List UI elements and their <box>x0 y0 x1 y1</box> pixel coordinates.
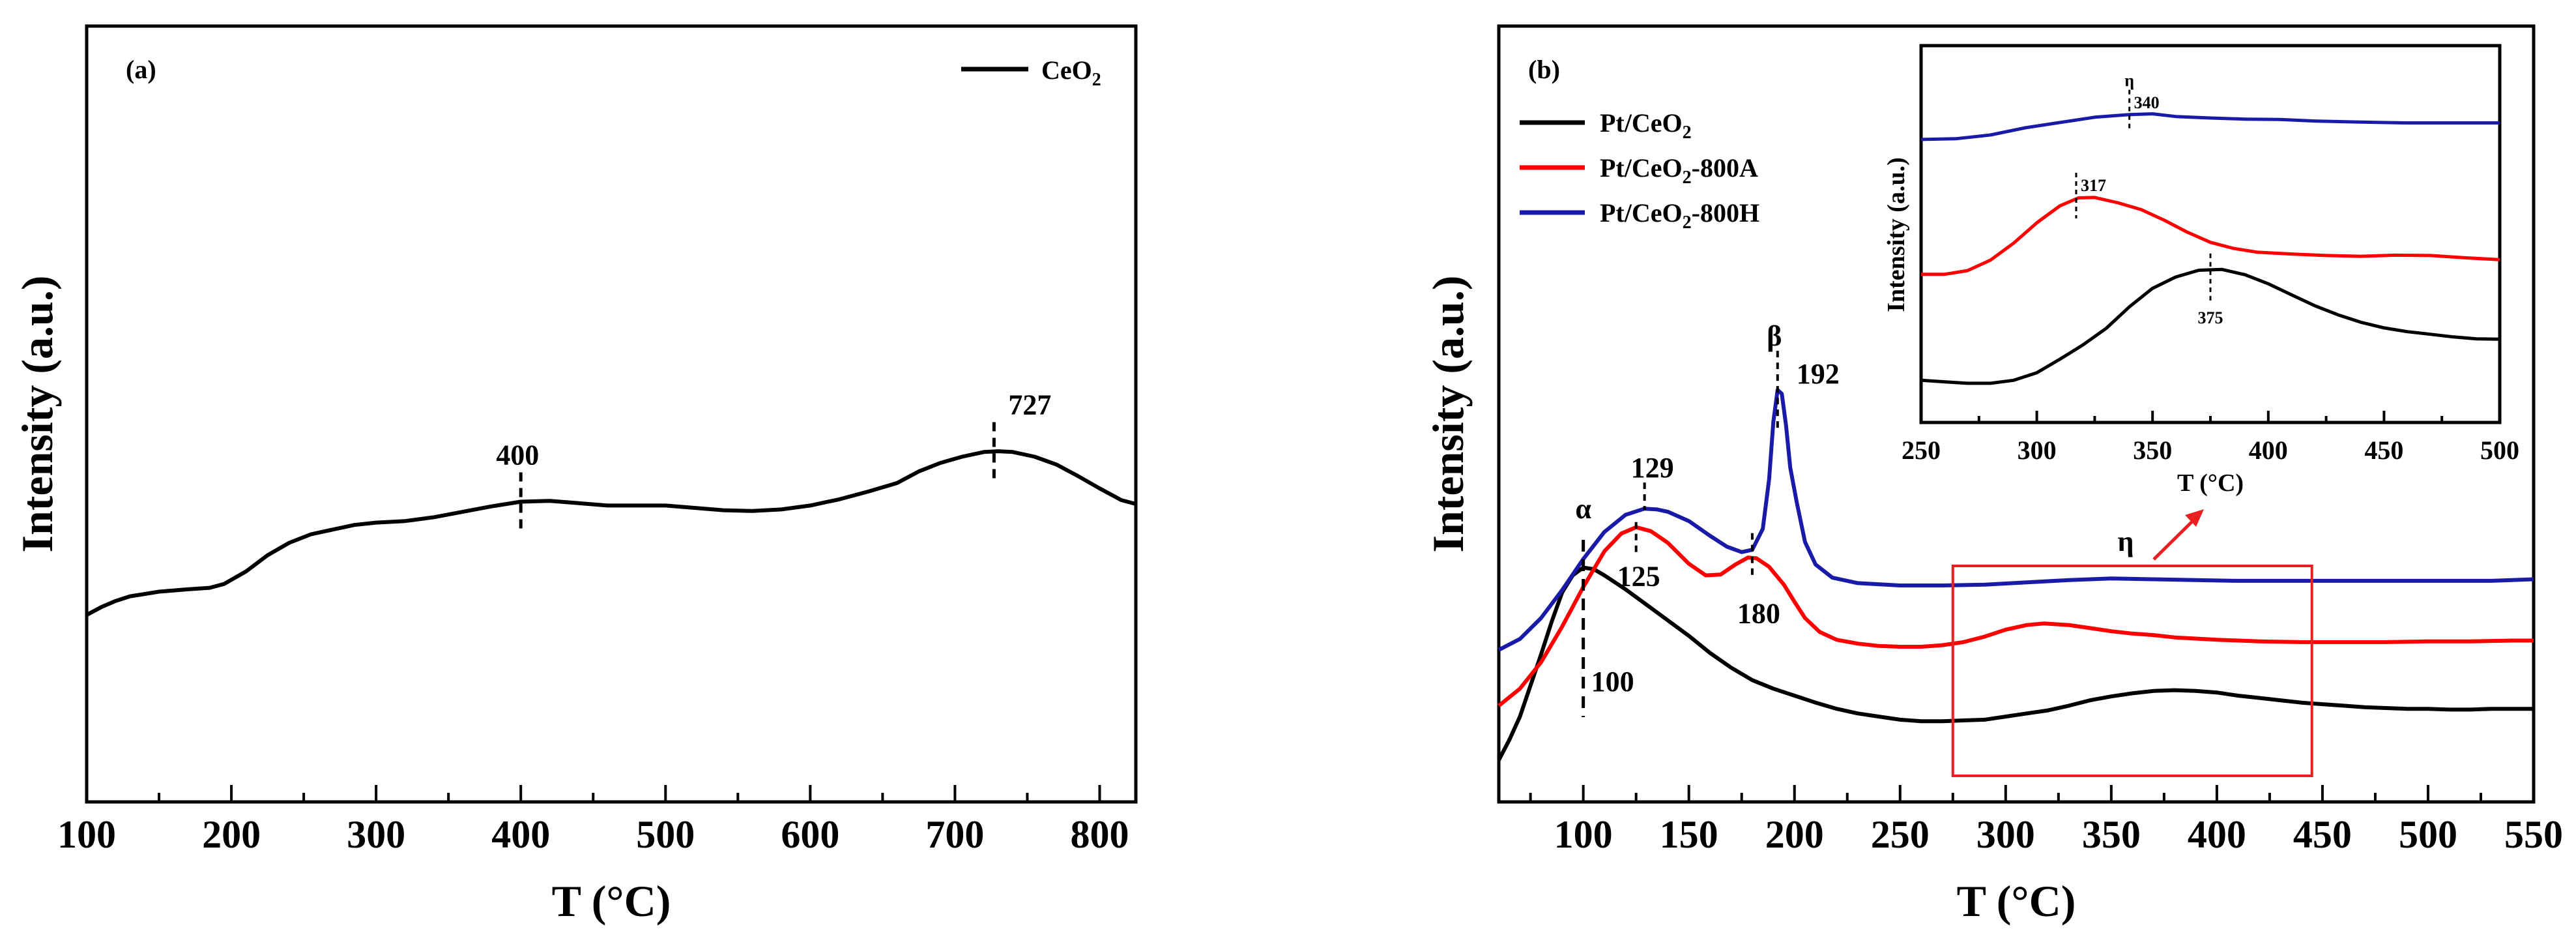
eta-arrow-head <box>2185 509 2204 527</box>
x-tick-label-500: 500 <box>2480 436 2519 465</box>
inset-peak-label-375: 375 <box>2198 308 2223 327</box>
series-line-ceo2 <box>85 449 1136 617</box>
x-tick-label-300: 300 <box>1976 813 2035 856</box>
x-tick-label-250: 250 <box>1902 436 1941 465</box>
panel-b-x-ticks: 100 150 200 250 300 350 400 450 500 550 <box>1529 785 2563 856</box>
inset-x-ticks: 250 300 350 400 450 500 <box>1902 411 2519 465</box>
inset-peak-label-340: 340 <box>2134 93 2160 112</box>
inset-peak-greek-eta: η <box>2124 71 2134 90</box>
series-line-pt-ceo2-800a <box>1498 525 2534 707</box>
x-tick-label-250: 250 <box>1871 813 1930 856</box>
x-tick-label-300: 300 <box>347 813 405 856</box>
panel-a: 100 200 300 400 500 600 700 800 400 727 (a) CeO2… <box>12 24 1138 926</box>
panel-a-legend: CeO2 <box>961 55 1101 90</box>
eta-region-box <box>1951 565 2313 777</box>
eta-arrow-shaft <box>2152 515 2199 561</box>
x-tick-label-100: 100 <box>1554 813 1613 856</box>
x-tick-label-300: 300 <box>2018 436 2057 465</box>
panel-b-eta-region: η <box>1951 509 2313 777</box>
panel-a-label: (a) <box>126 55 156 84</box>
panel-a-x-ticks: 100 200 300 400 500 600 700 800 <box>57 785 1129 856</box>
x-tick-label-600: 600 <box>781 813 839 856</box>
series-line-pt-ceo2-800a <box>1921 196 2500 276</box>
series-line-pt-ceo2 <box>1920 267 2500 385</box>
peak-label-100: 100 <box>1591 666 1634 698</box>
x-tick-label-400: 400 <box>2249 436 2288 465</box>
peak-label-192: 192 <box>1797 358 1840 390</box>
x-tick-label-100: 100 <box>57 813 116 856</box>
peak-greek-beta: β <box>1767 320 1782 352</box>
series-line-pt-ceo2 <box>1497 565 2534 761</box>
peak-label-129: 129 <box>1631 452 1674 484</box>
peak-label-727: 727 <box>1008 389 1051 421</box>
legend-b-label-pt-ceo2: Pt/CeO2 <box>1600 108 1692 143</box>
x-tick-label-200: 200 <box>202 813 261 856</box>
x-tick-label-500: 500 <box>636 813 695 856</box>
legend-b-label-pt-ceo2-800a: Pt/CeO2-800A <box>1600 153 1758 188</box>
x-tick-label-200: 200 <box>1765 813 1824 856</box>
panel-a-frame <box>85 24 1138 804</box>
inset-y-title: Intensity (a.u.) <box>1883 157 1910 312</box>
series-line-pt-ceo2-800h <box>1920 112 2500 141</box>
legend-a-label-ceo2: CeO2 <box>1041 55 1101 90</box>
eta-region-label: η <box>2118 525 2134 557</box>
panel-b: 100 150 200 250 300 350 400 450 500 550 α 100 125 12… <box>1423 24 2563 926</box>
peak-label-180: 180 <box>1737 598 1780 630</box>
panel-b-annotations: α 100 125 129 180 β 192 <box>1575 320 1840 717</box>
peak-label-400: 400 <box>496 439 539 471</box>
x-tick-label-350: 350 <box>2133 436 2172 465</box>
x-tick-label-800: 800 <box>1070 813 1129 856</box>
panel-a-y-title: Intensity (a.u.) <box>12 275 62 552</box>
peak-label-125: 125 <box>1617 561 1660 593</box>
x-tick-label-400: 400 <box>2188 813 2246 856</box>
x-tick-label-550: 550 <box>2504 813 2563 856</box>
x-tick-label-450: 450 <box>2364 436 2403 465</box>
inset-frame <box>1919 44 2502 424</box>
x-tick-label-150: 150 <box>1660 813 1718 856</box>
inset-curves <box>1920 112 2500 385</box>
x-tick-label-350: 350 <box>2082 813 2141 856</box>
panel-b-label: (b) <box>1528 55 1560 84</box>
inset-x-title: T (°C) <box>2177 469 2244 497</box>
peak-greek-alpha: α <box>1575 493 1591 525</box>
x-tick-label-400: 400 <box>491 813 550 856</box>
x-tick-label-500: 500 <box>2399 813 2457 856</box>
x-tick-label-450: 450 <box>2293 813 2352 856</box>
x-tick-label-700: 700 <box>925 813 984 856</box>
panel-a-annotations: 400 727 <box>496 389 1051 531</box>
panel-b-y-title: Intensity (a.u.) <box>1423 275 1473 552</box>
panel-a-x-title: T (°C) <box>552 876 671 926</box>
panel-b-x-title: T (°C) <box>1957 876 2076 926</box>
panel-b-frame <box>1497 24 2536 804</box>
panel-b-legend: Pt/CeO2 Pt/CeO2-800A Pt/CeO2-800H <box>1520 108 1759 233</box>
panel-a-curves <box>85 449 1136 617</box>
inset-peak-label-317: 317 <box>2081 176 2106 195</box>
legend-b-label-pt-ceo2-800h: Pt/CeO2-800H <box>1600 198 1759 233</box>
